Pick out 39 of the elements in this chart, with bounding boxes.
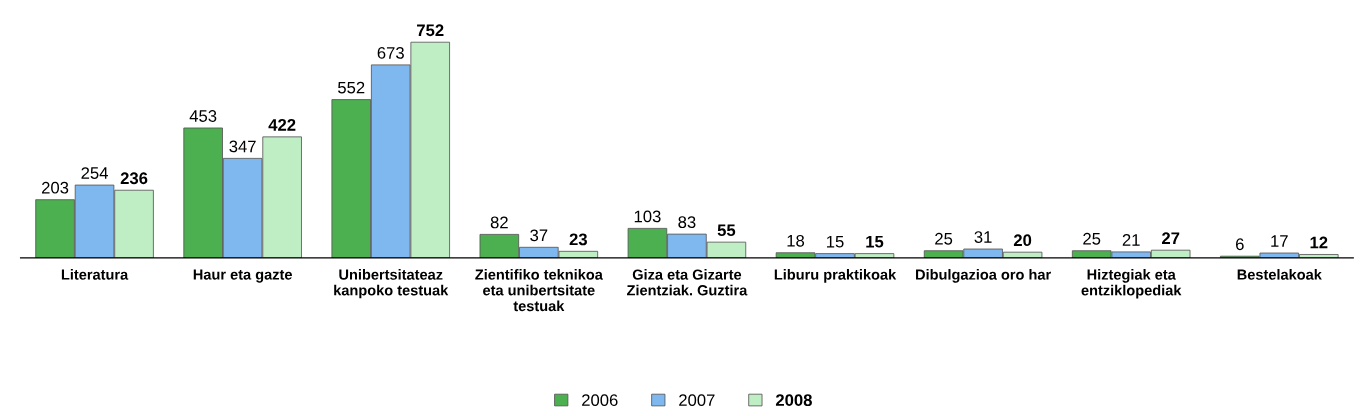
data-label: 82 — [490, 216, 508, 229]
data-label: 236 — [120, 172, 148, 185]
data-label: 18 — [787, 234, 805, 247]
data-label: 25 — [935, 232, 953, 245]
data-label: 752 — [417, 24, 444, 37]
x-tick-label: Hiztegiak eta entziklopediak — [1081, 269, 1182, 299]
data-label: 31 — [974, 231, 992, 243]
data-label: 203 — [42, 181, 69, 194]
data-label: 6 — [1236, 238, 1244, 251]
x-tick-label: Giza eta Gizarte Zientziak. Guztira — [626, 269, 748, 296]
data-label: 254 — [81, 167, 108, 179]
data-label: 422 — [268, 119, 296, 131]
x-tick-label: Dibulgazioa oro har — [916, 269, 1051, 283]
data-label: 20 — [1013, 234, 1032, 247]
data-label: 15 — [866, 235, 884, 248]
data-label: 453 — [189, 110, 217, 122]
data-label: 27 — [1161, 232, 1180, 244]
data-label: 25 — [1083, 232, 1101, 245]
legend-label: 2007 — [679, 394, 715, 407]
data-label: 37 — [530, 229, 548, 242]
x-tick-label: Haur eta gazte — [193, 269, 292, 283]
x-tick-label: Bestelakoak — [1237, 269, 1322, 280]
data-label: 12 — [1310, 236, 1328, 249]
data-label: 17 — [1271, 235, 1288, 247]
x-tick-label: Liburu praktikoak — [774, 269, 897, 283]
data-label: 347 — [229, 140, 256, 153]
data-label: 552 — [338, 81, 365, 94]
data-label: 103 — [634, 210, 661, 223]
data-label: 21 — [1122, 234, 1140, 246]
legend-label: 2008 — [775, 394, 812, 407]
data-label: 55 — [717, 224, 736, 237]
x-tick-label: Literatura — [61, 269, 129, 280]
data-label: 673 — [377, 47, 404, 59]
data-label: 23 — [569, 233, 587, 246]
data-label: 83 — [678, 216, 696, 229]
x-tick-label: Unibertsitateaz kanpoko testuak — [334, 269, 449, 299]
x-tick-label: Zientifiko teknikoa eta unibertsitate testuak — [475, 269, 603, 312]
data-label: 15 — [827, 235, 844, 248]
legend-label: 2006 — [582, 394, 618, 407]
